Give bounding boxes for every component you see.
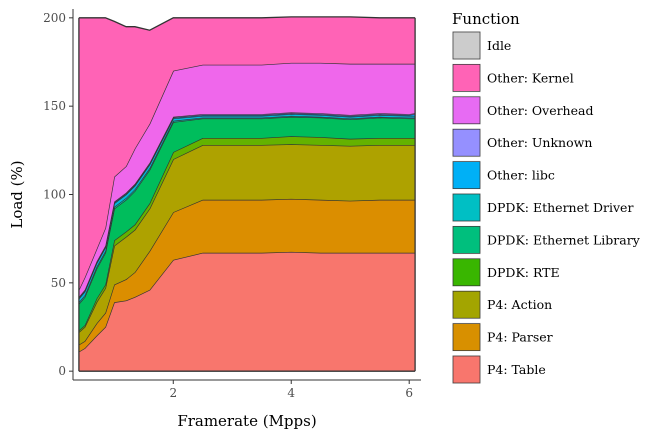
y-tick-label: 0 bbox=[58, 364, 66, 378]
legend-label: Other: libc bbox=[487, 168, 555, 183]
y-tick-label: 150 bbox=[43, 99, 66, 113]
legend-label: Other: Unknown bbox=[487, 135, 592, 150]
stacked-areas bbox=[78, 16, 416, 372]
y-tick-label: 200 bbox=[43, 11, 66, 25]
legend-item-other-overhead: Other: Overhead bbox=[452, 95, 593, 125]
legend-item-other-kernel: Other: Kernel bbox=[452, 63, 574, 93]
legend-item-p4-action: P4: Action bbox=[452, 290, 552, 320]
legend-label: P4: Table bbox=[487, 362, 546, 377]
legend-swatch bbox=[452, 355, 481, 384]
legend-swatch bbox=[452, 258, 481, 287]
legend-label: Other: Overhead bbox=[487, 103, 593, 118]
area-dpdk-ethernet-library bbox=[78, 116, 416, 331]
legend-swatch bbox=[452, 193, 481, 222]
legend-item-idle: Idle bbox=[452, 31, 511, 60]
x-axis-title: Framerate (Mpps) bbox=[177, 412, 316, 430]
legend-label: DPDK: RTE bbox=[487, 265, 560, 280]
legend-label: DPDK: Ethernet Library bbox=[487, 232, 641, 247]
legend-item-other-unknown: Other: Unknown bbox=[452, 128, 592, 158]
legend-swatch bbox=[452, 323, 481, 351]
legend-label: P4: Action bbox=[487, 297, 552, 312]
y-tick-label: 50 bbox=[51, 276, 66, 290]
legend-item-other-libc: Other: libc bbox=[452, 160, 555, 190]
legend-label: Idle bbox=[487, 38, 511, 53]
legend-swatch bbox=[452, 64, 481, 92]
legend: Idle Other: Kernel Other: Overhead Other: U… bbox=[452, 31, 641, 384]
legend-item-p4-table: P4: Table bbox=[452, 355, 546, 384]
legend-item-dpdk-ethernet-library: DPDK: Ethernet Library bbox=[452, 225, 641, 255]
area-p4-action bbox=[78, 144, 416, 345]
area-other-kernel bbox=[78, 62, 416, 298]
legend-swatch bbox=[452, 226, 481, 254]
y-axis-title: Load (%) bbox=[8, 160, 26, 228]
axes: 0 50 100 150 200 2 4 6 bbox=[43, 9, 421, 400]
legend-swatch bbox=[452, 31, 481, 60]
legend-swatch bbox=[452, 161, 481, 189]
x-tick-label: 2 bbox=[169, 386, 177, 400]
y-tick-label: 100 bbox=[43, 188, 66, 202]
area-p4-parser bbox=[78, 198, 416, 352]
legend-swatch bbox=[452, 128, 481, 157]
legend-item-dpdk-rte: DPDK: RTE bbox=[452, 257, 560, 287]
legend-item-p4-parser: P4: Parser bbox=[452, 322, 553, 352]
legend-item-dpdk-ethernet-driver: DPDK: Ethernet Driver bbox=[452, 193, 633, 222]
legend-swatch bbox=[452, 96, 481, 125]
legend-label: P4: Parser bbox=[487, 330, 553, 345]
area-idle bbox=[78, 16, 416, 290]
area-outline-p4-action bbox=[78, 143, 416, 333]
legend-swatch bbox=[452, 290, 481, 319]
x-tick-label: 4 bbox=[287, 386, 295, 400]
legend-title: Function bbox=[452, 10, 520, 28]
legend-label: Other: Kernel bbox=[487, 70, 574, 85]
area-p4-table bbox=[78, 251, 416, 372]
legend-label: DPDK: Ethernet Driver bbox=[487, 200, 633, 215]
area-outline-idle bbox=[78, 16, 416, 31]
x-tick-label: 6 bbox=[405, 386, 413, 400]
